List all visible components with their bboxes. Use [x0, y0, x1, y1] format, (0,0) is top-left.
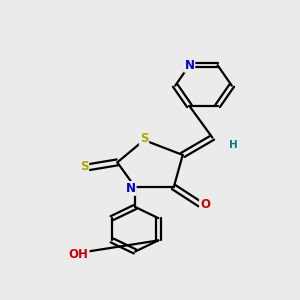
Text: N: N — [184, 59, 194, 72]
Text: O: O — [200, 198, 210, 211]
Text: N: N — [126, 182, 136, 195]
Text: H: H — [229, 140, 238, 150]
Text: S: S — [80, 160, 88, 172]
Text: OH: OH — [69, 248, 88, 260]
Text: S: S — [140, 132, 148, 146]
